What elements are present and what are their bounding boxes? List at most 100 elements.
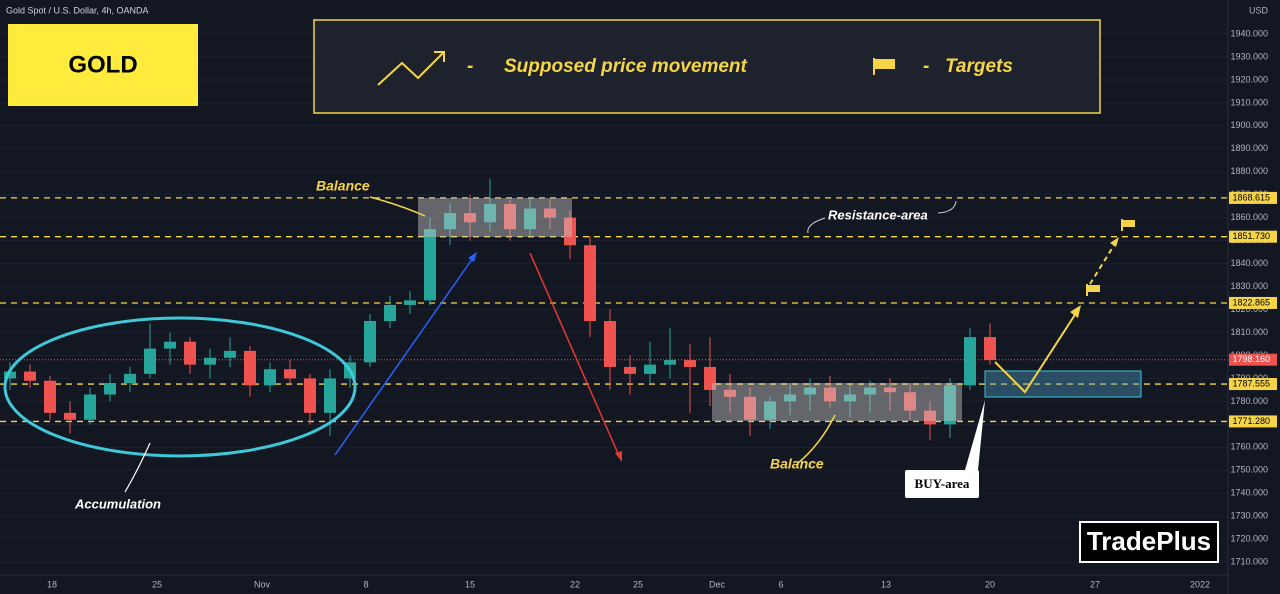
callout-pointer <box>965 400 985 470</box>
candle-body <box>824 387 836 402</box>
buy-area-label: BUY-area <box>915 476 970 491</box>
candle-body <box>504 203 516 230</box>
candle-body <box>124 373 136 384</box>
y-tick-label: 1760.000 <box>1230 442 1268 452</box>
x-tick-label: Nov <box>254 579 271 589</box>
candle-body <box>944 385 956 425</box>
x-tick-label: 8 <box>363 579 368 589</box>
candle-body <box>4 371 16 379</box>
candle-body <box>764 401 776 420</box>
candle-body <box>684 360 696 367</box>
callout-line <box>124 442 151 493</box>
y-tick-label: 1920.000 <box>1230 74 1268 84</box>
candle-body <box>384 304 396 322</box>
candle-body <box>884 387 896 393</box>
currency-label: USD <box>1249 5 1269 15</box>
candle-body <box>284 369 296 379</box>
y-tick-label: 1860.000 <box>1230 212 1268 222</box>
legend-icon <box>377 51 445 86</box>
y-tick-label: 1890.000 <box>1230 143 1268 153</box>
y-tick-label: 1900.000 <box>1230 120 1268 130</box>
y-tick-label: 1740.000 <box>1230 488 1268 498</box>
arrowhead <box>468 252 477 262</box>
candle-body <box>924 410 936 425</box>
level-label-box <box>1229 296 1277 309</box>
legend-box <box>313 19 1101 114</box>
candle-body <box>324 378 336 413</box>
axes: 1710.000 1720.000 1730.000 1740.000 1750.000… <box>47 28 1277 589</box>
candle-body <box>604 321 616 367</box>
candle-body <box>724 389 736 397</box>
level-label: 1787.555 <box>1232 378 1270 388</box>
y-tick-label: 1730.000 <box>1230 511 1268 521</box>
y-tick-label: 1830.000 <box>1230 281 1268 291</box>
y-tick-label: 1940.000 <box>1230 28 1268 38</box>
balance-box <box>418 198 572 237</box>
candle-body <box>104 383 116 395</box>
candle-body <box>704 366 716 390</box>
candle-body <box>404 300 416 305</box>
legend-text: Targets <box>945 56 1013 77</box>
annotation: Balance <box>316 178 370 194</box>
y-tick-label: 1880.000 <box>1230 166 1268 176</box>
level-label-box <box>1229 230 1277 243</box>
level-label: 1771.280 <box>1232 416 1270 426</box>
x-tick-label: Dec <box>709 579 726 589</box>
level-label: 1851.730 <box>1232 231 1270 241</box>
x-tick-label: 2022 <box>1190 579 1210 589</box>
y-tick-label: 1930.000 <box>1230 51 1268 61</box>
arrow <box>529 252 621 459</box>
y-tick-label: 1780.000 <box>1230 396 1268 406</box>
candle-body <box>264 369 276 386</box>
candle-body <box>144 348 156 374</box>
annotation: Resistance-area <box>828 207 928 222</box>
target-flag <box>1121 219 1135 231</box>
candle-body <box>524 208 536 230</box>
legend-icon <box>434 51 445 62</box>
x-tick-label: 18 <box>47 579 57 589</box>
accumulation-ellipse <box>3 316 357 458</box>
candle-body <box>224 350 236 358</box>
candle-body <box>844 394 856 402</box>
candle-body <box>184 341 196 365</box>
candle-body <box>984 337 996 361</box>
candle-body <box>304 378 316 413</box>
candle-body <box>84 394 96 420</box>
callout-line <box>369 196 426 217</box>
x-tick-label: 25 <box>633 579 643 589</box>
arrowhead <box>615 451 622 462</box>
legend-text: - <box>923 56 929 77</box>
arrowhead <box>1070 305 1081 318</box>
watermark: TradePlus <box>1087 526 1211 556</box>
x-tick-label: 27 <box>1090 579 1100 589</box>
candle-body <box>544 208 556 218</box>
candle-body <box>64 412 76 420</box>
x-tick-label: 20 <box>985 579 995 589</box>
annotation: Accumulation <box>74 496 161 511</box>
candle-body <box>624 366 636 374</box>
chart-title: Gold Spot / U.S. Dollar, 4h, OANDA <box>6 5 149 15</box>
last-price-label: 1798.160 <box>1232 354 1270 364</box>
legend-text: - <box>467 56 473 77</box>
candle-body <box>784 394 796 402</box>
candle-body <box>364 321 376 363</box>
candle-body <box>484 203 496 223</box>
watermark-box <box>1079 521 1219 563</box>
candle-body <box>804 387 816 395</box>
candle-body <box>424 229 436 301</box>
level-label-box <box>1229 415 1277 428</box>
price-path <box>994 309 1079 394</box>
level-label: 1822.865 <box>1232 297 1270 307</box>
y-tick-label: 1790.000 <box>1230 373 1268 383</box>
level-label-box <box>1229 191 1277 204</box>
level-label-box <box>1229 378 1277 391</box>
arrow <box>334 254 476 456</box>
candle-body <box>964 337 976 386</box>
y-tick-label: 1810.000 <box>1230 327 1268 337</box>
legend-icon <box>873 58 895 75</box>
y-tick-label: 1710.000 <box>1230 557 1268 567</box>
candle-body <box>24 371 36 381</box>
x-tick-label: 6 <box>778 579 783 589</box>
candle-body <box>664 360 676 365</box>
candle-body <box>244 350 256 386</box>
